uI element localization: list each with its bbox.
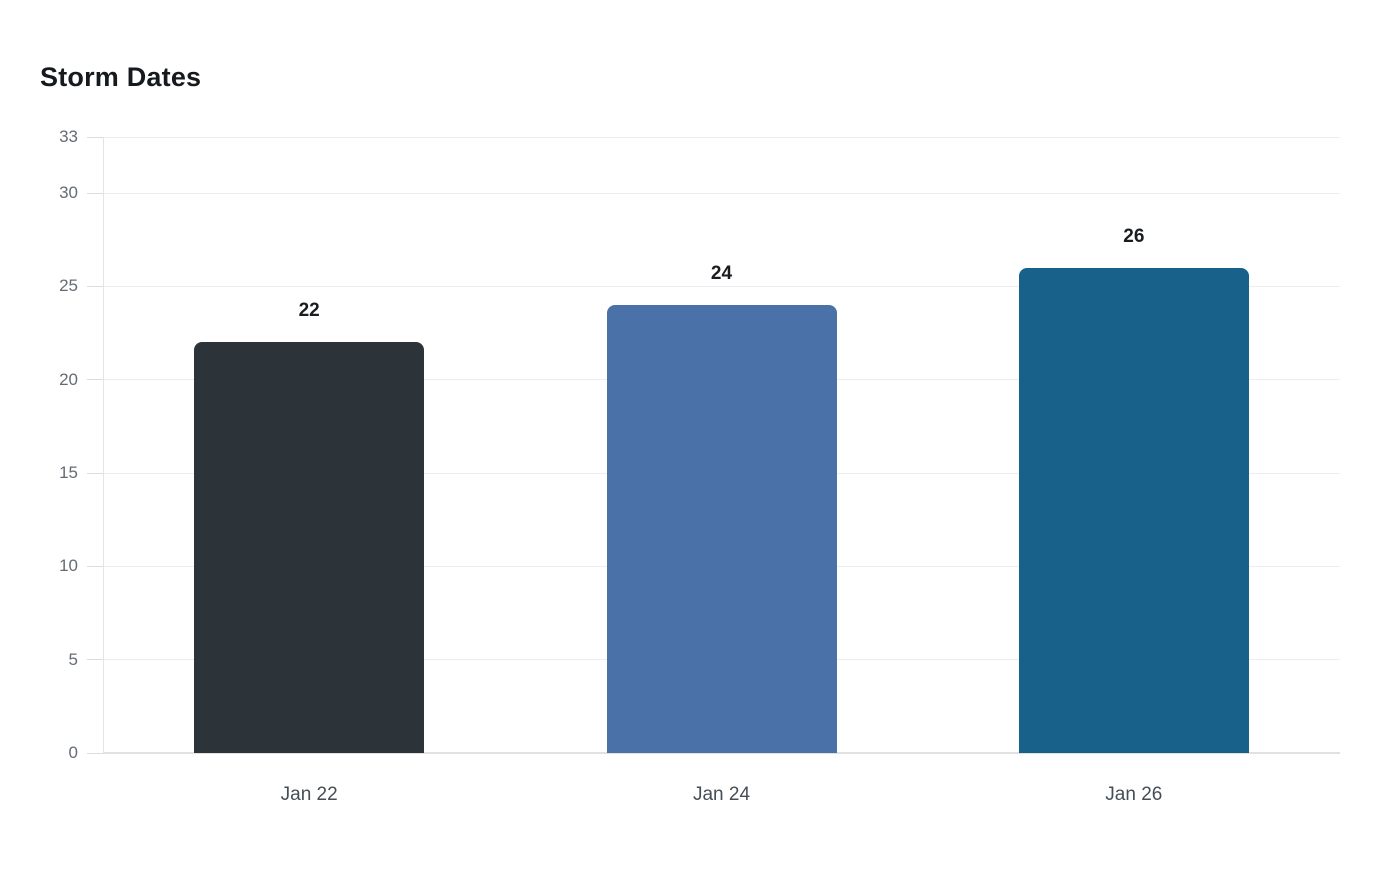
y-axis-tick — [87, 136, 103, 138]
y-axis-tick-label: 5 — [68, 649, 78, 669]
y-axis-tick-label: 20 — [59, 369, 78, 389]
y-axis-tick-label: 30 — [59, 183, 78, 202]
bar-jan-26[interactable] — [1018, 267, 1249, 753]
chart-title: Storm Dates — [40, 62, 202, 92]
y-axis-tick — [87, 565, 103, 567]
y-axis-tick — [87, 752, 103, 754]
bar-value-label: 24 — [710, 263, 733, 284]
y-axis-tick — [87, 285, 103, 287]
y-axis-line — [103, 137, 104, 753]
bar-jan-24[interactable] — [606, 305, 837, 753]
y-axis-tick-label: 10 — [59, 556, 78, 576]
y-axis-tick — [87, 192, 103, 194]
y-axis-tick-label: 15 — [59, 463, 78, 482]
gridline — [103, 285, 1340, 287]
x-axis-tick-label: Jan 22 — [280, 784, 338, 805]
y-axis-tick — [87, 379, 103, 381]
y-axis-tick-label: 25 — [59, 276, 78, 296]
bar-value-label: 26 — [1123, 225, 1145, 247]
y-axis-tick — [87, 659, 103, 661]
y-axis-tick-label: 0 — [68, 743, 78, 762]
bar-jan-22[interactable] — [194, 342, 425, 753]
x-axis-baseline — [103, 752, 1340, 754]
bar-value-label: 22 — [298, 300, 320, 322]
gridline — [103, 136, 1340, 138]
y-axis-tick-label: 33 — [59, 127, 78, 146]
x-axis-tick-label: Jan 24 — [692, 784, 751, 805]
y-axis-tick — [87, 472, 103, 474]
x-axis-tick-label: Jan 26 — [1105, 784, 1163, 805]
gridline — [103, 192, 1340, 194]
